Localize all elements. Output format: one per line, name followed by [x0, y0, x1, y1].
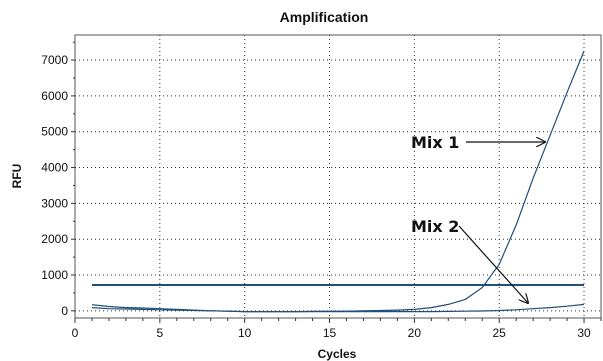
series-line-mix-2	[91, 303, 585, 313]
y-tick-label: 5000	[41, 125, 68, 139]
series-line-mix-1	[91, 50, 585, 313]
x-tick-label: 0	[72, 326, 79, 340]
annotations: Mix 1 Mix 2	[411, 133, 545, 303]
annotation-arrow-2	[458, 225, 528, 303]
y-axis-label: RFU	[10, 164, 24, 189]
x-axis-ticks: 0 5 10 15 20 25 30	[72, 318, 602, 340]
x-tick-label: 5	[156, 326, 163, 340]
annotation-label-2: Mix 2	[411, 217, 459, 236]
x-tick-label: 25	[493, 326, 507, 340]
y-tick-label: 6000	[41, 89, 68, 103]
grid	[75, 35, 601, 318]
x-tick-label: 20	[408, 326, 422, 340]
y-tick-label: 0	[61, 304, 68, 318]
y-tick-label: 1000	[41, 268, 68, 282]
y-tick-label: 7000	[41, 53, 68, 67]
x-axis-label: Cycles	[318, 347, 357, 361]
x-tick-label: 30	[577, 326, 591, 340]
y-axis-ticks: 0 1000 2000 3000 4000 5000 6000 7000	[41, 41, 75, 318]
y-tick-label: 3000	[41, 196, 68, 210]
plot-area-frame	[74, 34, 602, 319]
chart-title: Amplification	[280, 9, 369, 25]
y-tick-label: 2000	[41, 232, 68, 246]
x-tick-label: 15	[323, 326, 337, 340]
series-layer	[91, 50, 585, 313]
annotation-label-1: Mix 1	[411, 133, 459, 152]
x-tick-label: 10	[238, 326, 252, 340]
y-tick-label: 4000	[41, 161, 68, 175]
